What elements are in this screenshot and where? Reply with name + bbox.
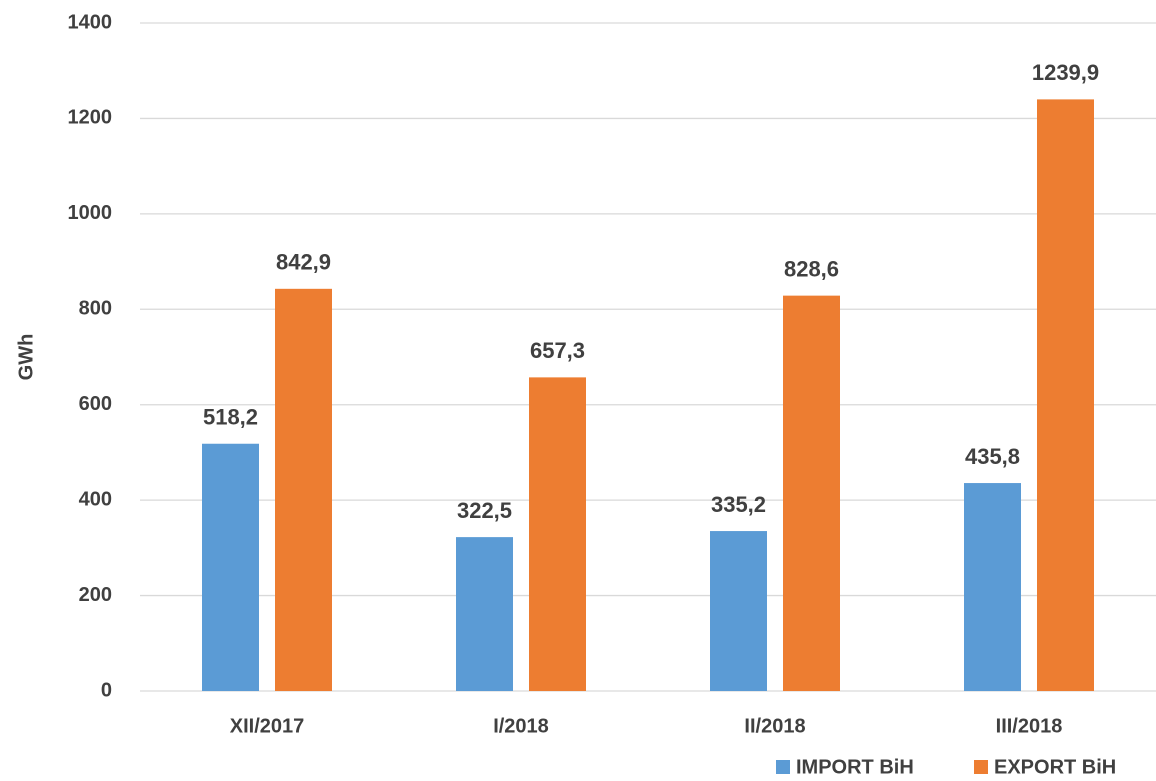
legend-label: EXPORT BiH	[994, 756, 1116, 778]
data-label: 657,3	[530, 338, 585, 363]
data-label: 1239,9	[1032, 60, 1099, 85]
data-label: 828,6	[784, 256, 839, 281]
x-tick-label: II/2018	[744, 715, 805, 737]
x-tick-label: I/2018	[493, 715, 549, 737]
y-tick-label: 400	[79, 488, 112, 510]
bar	[1037, 99, 1094, 692]
bar	[529, 377, 586, 691]
y-tick-label: 800	[79, 298, 112, 320]
bar	[275, 288, 332, 691]
bar	[964, 483, 1021, 691]
legend-label: IMPORT BiH	[796, 756, 914, 778]
y-tick-label: 1000	[68, 202, 113, 224]
y-tick-label: 600	[79, 393, 112, 415]
bar	[202, 443, 259, 691]
y-axis-label: GWh	[15, 334, 37, 381]
bar	[456, 537, 513, 691]
data-label: 842,9	[276, 250, 331, 275]
data-label: 435,8	[965, 444, 1020, 469]
y-tick-label: 1400	[68, 11, 113, 33]
y-tick-label: 200	[79, 584, 112, 606]
bar	[783, 295, 840, 691]
y-tick-label: 1200	[68, 107, 113, 129]
data-label: 518,2	[203, 405, 258, 430]
data-label: 322,5	[457, 498, 512, 523]
legend-swatch	[776, 760, 790, 774]
bar	[710, 531, 767, 691]
legend-swatch	[974, 760, 988, 774]
data-label: 335,2	[711, 492, 766, 517]
x-tick-label: XII/2017	[230, 715, 305, 737]
x-tick-label: III/2018	[996, 715, 1063, 737]
y-tick-label: 0	[101, 679, 112, 701]
